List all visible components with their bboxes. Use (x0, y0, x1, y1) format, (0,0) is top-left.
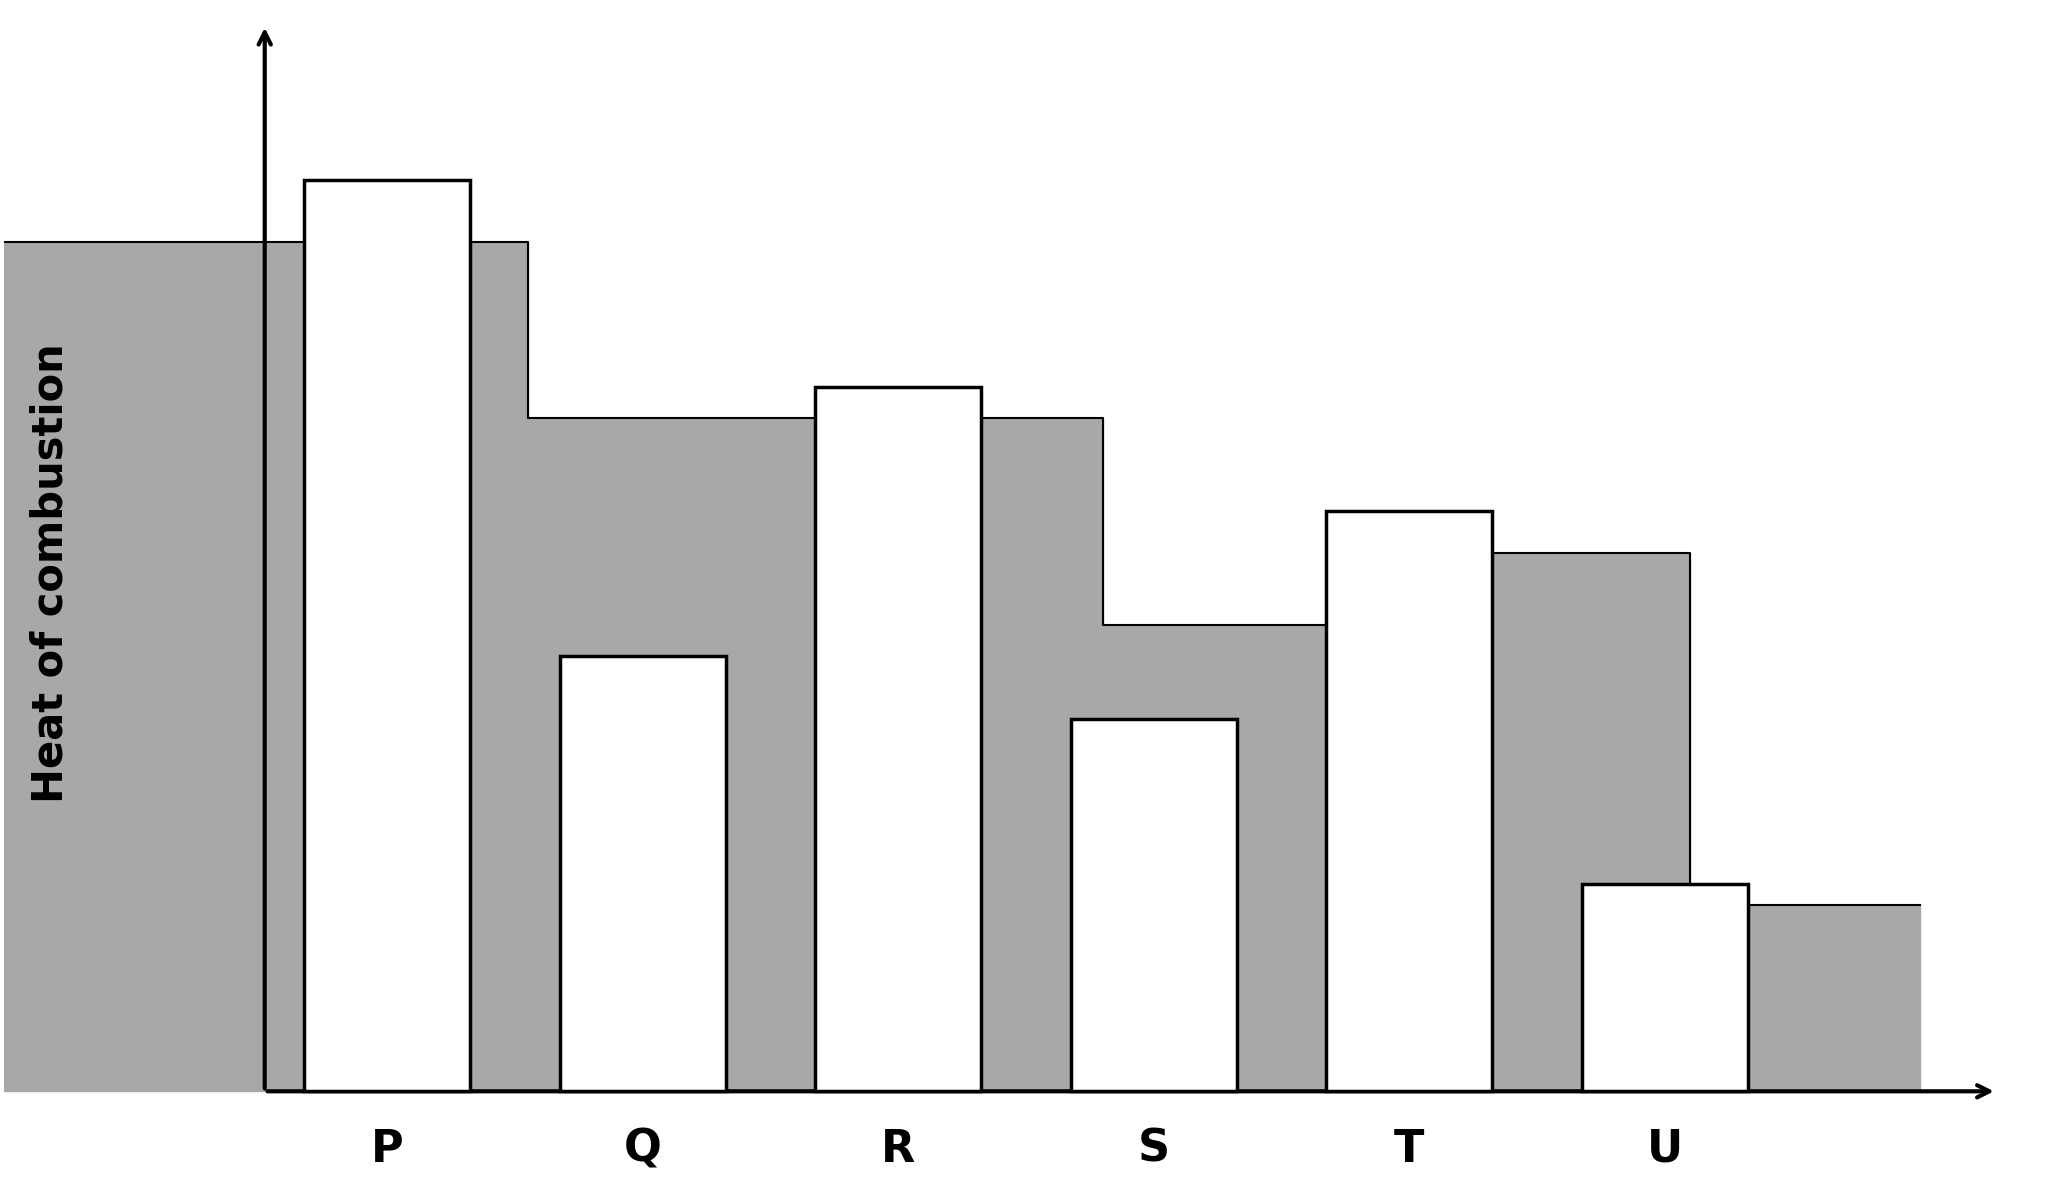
Text: S: S (1137, 1127, 1170, 1170)
Bar (1582, 884, 1748, 1091)
Bar (1071, 718, 1237, 1091)
Bar (815, 387, 981, 1091)
Polygon shape (4, 242, 1921, 1091)
Text: Q: Q (624, 1127, 661, 1170)
Bar (1326, 512, 1492, 1091)
Bar (560, 656, 726, 1091)
Text: U: U (1646, 1127, 1683, 1170)
Text: P: P (371, 1127, 404, 1170)
Text: T: T (1393, 1127, 1424, 1170)
Text: Heat of combustion: Heat of combustion (29, 344, 72, 803)
Bar (304, 180, 470, 1091)
Text: R: R (880, 1127, 915, 1170)
